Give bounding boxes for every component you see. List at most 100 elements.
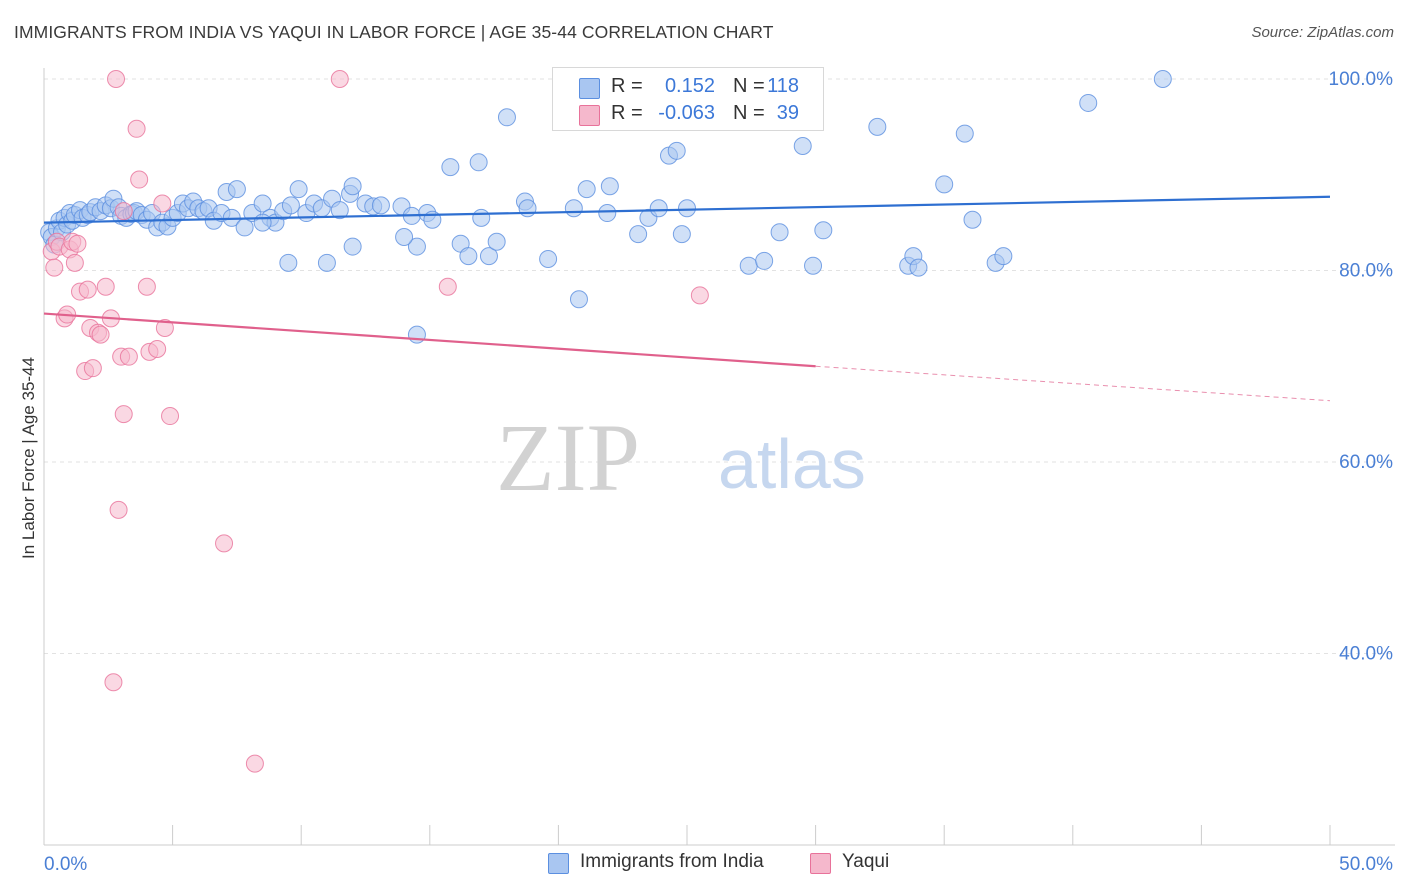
yaqui-n-label: N = bbox=[733, 102, 765, 124]
india-point bbox=[629, 225, 648, 244]
india-point bbox=[672, 225, 691, 244]
yaqui-point bbox=[104, 673, 123, 692]
india-point bbox=[955, 124, 974, 143]
india-point bbox=[994, 247, 1013, 266]
india-point bbox=[479, 247, 498, 266]
india-point bbox=[793, 137, 812, 156]
yaqui-point bbox=[127, 119, 146, 138]
india-point bbox=[678, 199, 696, 218]
india-point bbox=[395, 227, 414, 246]
india-point bbox=[1153, 70, 1172, 88]
india-trend-line bbox=[43, 195, 1331, 224]
india-point bbox=[1079, 93, 1098, 112]
india-point bbox=[600, 177, 619, 196]
yaqui-point bbox=[153, 194, 172, 213]
yaqui-point bbox=[119, 347, 138, 366]
india-r-value: 0.152 bbox=[664, 75, 715, 97]
yaqui-trend-extension bbox=[815, 365, 1331, 402]
yaqui-point bbox=[137, 277, 156, 296]
india-point bbox=[577, 180, 596, 199]
y-tick-label: 40.0% bbox=[1339, 644, 1393, 665]
india-point bbox=[909, 258, 928, 277]
stats-legend: R = 0.152 N = 118 R = -0.063 N = 39 bbox=[552, 67, 824, 131]
india-point bbox=[935, 175, 954, 194]
watermark-atlas: atlas bbox=[718, 425, 866, 503]
india-point bbox=[343, 237, 362, 256]
gridlines bbox=[44, 78, 1395, 654]
india-point bbox=[289, 180, 308, 199]
yaqui-point bbox=[114, 405, 133, 424]
india-point bbox=[804, 256, 823, 275]
india-point bbox=[518, 199, 537, 218]
india-point bbox=[407, 325, 426, 344]
india-legend-label: Immigrants from India bbox=[580, 851, 764, 872]
india-swatch bbox=[579, 78, 600, 99]
india-point bbox=[569, 290, 588, 309]
india-point bbox=[281, 196, 300, 215]
yaqui-n-value: 39 bbox=[776, 102, 799, 124]
yaqui-point bbox=[45, 258, 64, 277]
yaqui-swatch bbox=[579, 105, 600, 126]
india-point bbox=[472, 208, 491, 227]
legend-row-yaqui: R = -0.063 N = 39 bbox=[553, 100, 823, 128]
india-point bbox=[469, 153, 488, 172]
india-point bbox=[441, 158, 460, 177]
chart-title: IMMIGRANTS FROM INDIA VS YAQUI IN LABOR … bbox=[14, 22, 774, 42]
yaqui-point bbox=[690, 286, 709, 305]
series-yaqui-points bbox=[42, 70, 709, 773]
x-tick-label-min: 0.0% bbox=[44, 854, 87, 875]
yaqui-point bbox=[155, 318, 174, 337]
yaqui-point bbox=[96, 277, 115, 296]
india-point bbox=[330, 201, 349, 220]
india-n-value: 118 bbox=[767, 75, 799, 97]
yaqui-point bbox=[245, 754, 264, 773]
watermark: ZIP atlas bbox=[496, 404, 866, 511]
india-point bbox=[649, 199, 668, 218]
yaqui-legend-label: Yaqui bbox=[842, 851, 890, 872]
trend-lines bbox=[43, 195, 1331, 402]
source-label: Source: ZipAtlas.com bbox=[1251, 24, 1394, 41]
india-point bbox=[667, 141, 686, 160]
y-tick-label: 60.0% bbox=[1339, 452, 1393, 473]
yaqui-point bbox=[68, 234, 87, 253]
yaqui-point bbox=[130, 170, 149, 189]
india-point bbox=[253, 213, 272, 232]
y-tick-label: 80.0% bbox=[1339, 261, 1393, 282]
india-n-label: N = bbox=[733, 75, 765, 97]
india-point bbox=[253, 194, 272, 213]
yaqui-point bbox=[65, 253, 84, 272]
india-point bbox=[497, 108, 516, 127]
yaqui-r-label: R = bbox=[611, 102, 643, 124]
yaqui-point bbox=[107, 70, 126, 88]
yaqui-point bbox=[330, 70, 349, 88]
india-point bbox=[868, 117, 887, 136]
india-point bbox=[739, 256, 758, 275]
india-point bbox=[317, 253, 336, 272]
yaqui-point bbox=[91, 325, 110, 344]
india-point bbox=[564, 199, 583, 218]
yaqui-point bbox=[114, 202, 133, 221]
yaqui-legend-swatch bbox=[810, 853, 831, 874]
x-tick-label-max: 50.0% bbox=[1339, 854, 1393, 875]
india-point bbox=[770, 223, 789, 242]
india-point bbox=[279, 253, 298, 272]
yaqui-point bbox=[148, 340, 167, 359]
india-point bbox=[963, 210, 982, 229]
tick-labels: 40.0% 60.0% 80.0% 100.0% 0.0% 50.0% bbox=[44, 69, 1393, 875]
axes bbox=[43, 68, 1395, 846]
y-tick-label: 100.0% bbox=[1329, 69, 1394, 90]
india-r-label: R = bbox=[611, 75, 643, 97]
watermark-zip: ZIP bbox=[496, 404, 640, 511]
yaqui-trend-line bbox=[43, 312, 816, 368]
legend-row-india: R = 0.152 N = 118 bbox=[553, 73, 823, 101]
india-point bbox=[371, 196, 390, 215]
india-point bbox=[227, 180, 246, 199]
india-point bbox=[539, 250, 558, 269]
yaqui-point bbox=[215, 534, 234, 553]
india-point bbox=[814, 221, 833, 240]
india-point bbox=[343, 177, 362, 196]
yaqui-point bbox=[161, 407, 180, 426]
india-point bbox=[487, 232, 506, 251]
india-point bbox=[755, 251, 774, 270]
